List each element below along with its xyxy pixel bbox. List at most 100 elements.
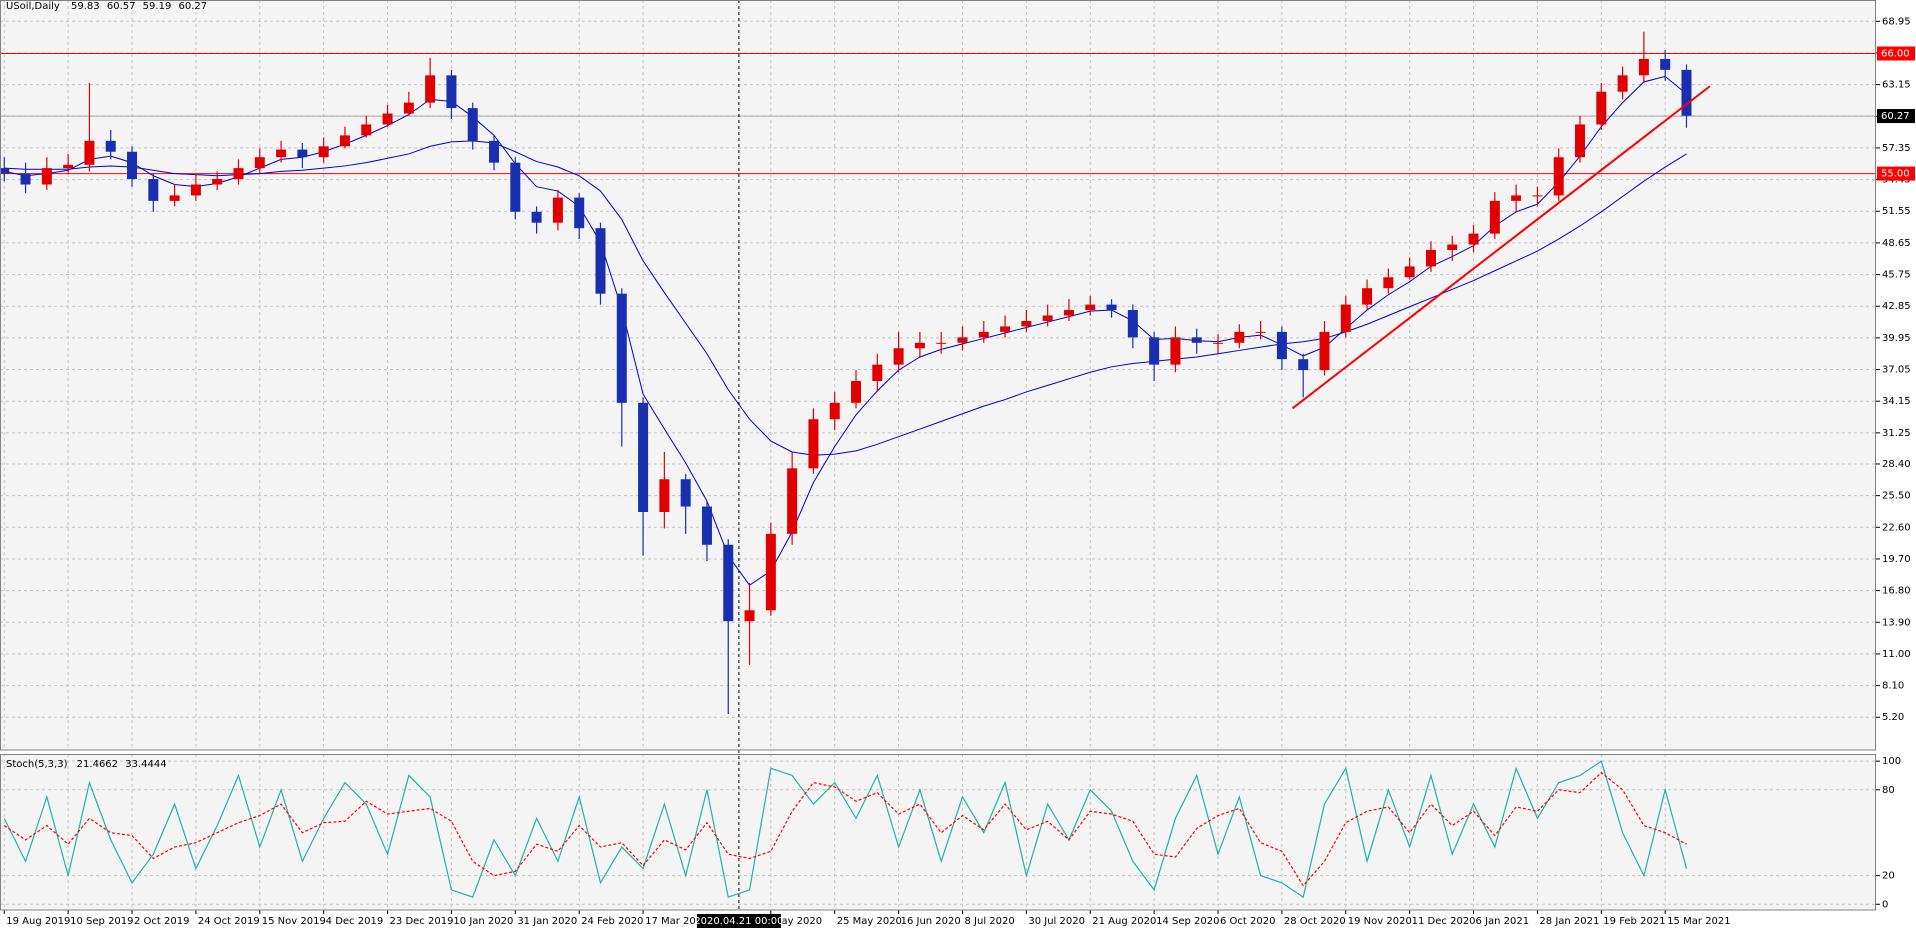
candle-body (595, 228, 606, 294)
candle-body (276, 149, 287, 158)
crosshair-label: 2020.04.21 00:00 (694, 916, 783, 927)
x-tick-label: 15 Nov 2019 (262, 916, 326, 927)
candle-body (1213, 342, 1224, 344)
price-line-box (1877, 166, 1915, 181)
x-tick-label: 10 Jan 2020 (453, 916, 513, 927)
candle-body (425, 75, 436, 103)
candle-body (1617, 75, 1628, 92)
x-tick-label: 24 Oct 2019 (198, 916, 260, 927)
y-tick-label: 5.20 (1882, 712, 1904, 723)
y-tick-label: 39.95 (1882, 333, 1911, 344)
candle-body (978, 331, 989, 338)
x-tick-label: 10 Sep 2019 (70, 916, 133, 927)
candle-body (1000, 326, 1011, 332)
y-tick-label: 0 (1882, 899, 1888, 910)
x-tick-label: May 2020 (773, 916, 822, 927)
candle-body (680, 479, 691, 507)
last-price-box (1877, 109, 1915, 124)
candle-body (1042, 315, 1053, 321)
candle-body (659, 479, 670, 513)
y-tick-label: 19.70 (1882, 554, 1911, 565)
y-tick-label: 42.85 (1882, 301, 1911, 312)
y-tick-label: 80 (1882, 785, 1895, 796)
candle-body (787, 468, 798, 534)
moving-average (4, 140, 1687, 456)
y-tick-label: 13.90 (1882, 617, 1911, 628)
high-value: 60.57 (107, 1, 136, 12)
candle-body (1489, 200, 1500, 234)
x-tick-label: 6 Oct 2020 (1220, 916, 1275, 927)
indicator-line (3, 760, 1688, 899)
candle-body (1063, 310, 1074, 316)
indicator-frame (0, 754, 1876, 911)
x-tick-label: 14 Sep 2020 (1156, 916, 1219, 927)
chart-header: USoil,Daily 59.83 60.57 59.19 60.27 (6, 1, 207, 12)
y-tick-label: 100 (1882, 756, 1901, 767)
candle-body (1340, 304, 1351, 332)
candle-body (552, 197, 563, 223)
candle-body (169, 195, 180, 201)
low-value: 59.19 (143, 1, 172, 12)
y-tick-label: 16.80 (1882, 586, 1911, 597)
candle-body (1127, 310, 1138, 338)
indicator-line (3, 771, 1687, 887)
candle-body (638, 402, 649, 513)
candle-body (808, 419, 819, 469)
candle-body (233, 168, 244, 180)
candle-body (1511, 195, 1522, 201)
candle-body (1681, 69, 1692, 116)
y-tick-label: 48.65 (1882, 238, 1911, 249)
last-price-label: 60.27 (1881, 111, 1910, 122)
candle-body (446, 75, 457, 109)
candle-body (574, 197, 585, 229)
candle-body (1575, 124, 1586, 158)
candle-body (467, 108, 478, 141)
x-tick-label: 25 May 2020 (837, 916, 902, 927)
price-line-box (1877, 46, 1915, 61)
y-tick-label: 63.15 (1882, 80, 1911, 91)
candle-body (829, 402, 840, 420)
y-tick-label: 22.60 (1882, 522, 1911, 533)
candle-body (510, 162, 521, 212)
x-tick-label: 31 Jan 2020 (517, 916, 577, 927)
candle-body (1596, 91, 1607, 125)
candle-body (1319, 331, 1330, 371)
y-tick-label: 57.35 (1882, 143, 1911, 154)
x-tick-label: 8 Jul 2020 (964, 916, 1014, 927)
x-tick-label: 19 Aug 2019 (6, 916, 70, 927)
candle-body (1085, 304, 1096, 311)
chart-title: USoil,Daily (6, 1, 60, 12)
close-value: 60.27 (179, 1, 208, 12)
d-value: 33.4444 (125, 759, 166, 770)
x-tick-label: 23 Dec 2019 (390, 916, 454, 927)
y-tick-label: 8.10 (1882, 681, 1904, 692)
candle-body (148, 179, 159, 201)
x-tick-label: 19 Feb 2021 (1603, 916, 1665, 927)
price-line-label: 66.00 (1881, 48, 1910, 59)
candle-body (893, 348, 904, 365)
candle-body (1149, 337, 1160, 365)
candle-body (0, 168, 10, 174)
y-tick-label: 37.05 (1882, 365, 1911, 376)
candle-body (765, 533, 776, 611)
candle-body (489, 140, 500, 163)
candle-body (297, 149, 308, 158)
k-value: 21.4662 (77, 759, 118, 770)
moving-average (4, 75, 1687, 586)
indicator-title: Stoch(5,3,3) (6, 759, 68, 770)
candle-body (1170, 337, 1181, 365)
crosshair-box (696, 914, 781, 928)
candle-body (1638, 58, 1649, 76)
candle-body (616, 293, 627, 403)
candle-body (1447, 244, 1458, 250)
candle-body (851, 381, 862, 403)
candle-body (1362, 288, 1373, 305)
x-tick-label: 21 Aug 2020 (1092, 916, 1156, 927)
candle-body (127, 151, 138, 180)
y-tick-label: 34.15 (1882, 396, 1911, 407)
x-tick-label: 24 Feb 2020 (581, 916, 643, 927)
x-tick-label: 19 Nov 2020 (1348, 916, 1412, 927)
candle-body (212, 179, 223, 185)
y-tick-label: 31.25 (1882, 428, 1911, 439)
